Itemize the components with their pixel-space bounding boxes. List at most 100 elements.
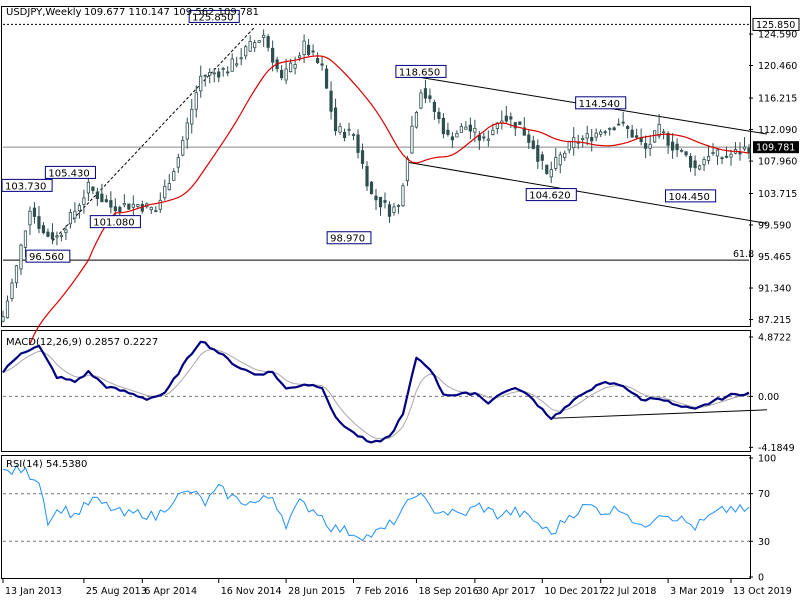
candle-body <box>320 63 324 66</box>
candle-body <box>742 146 747 150</box>
candle-body <box>14 265 19 284</box>
candle-body <box>657 123 661 137</box>
candle-body <box>109 200 113 208</box>
time-axis-tick-label: 22 Jul 2018 <box>603 586 657 597</box>
candle-body <box>280 69 284 79</box>
price-reference-lines: 61.8 <box>3 23 754 261</box>
price-candles <box>1 29 751 323</box>
candle-body <box>414 112 419 128</box>
price-axis-tick-label: 87.215 <box>758 315 791 326</box>
callout-box <box>665 189 717 203</box>
time-axis-tick-label: 25 Aug 2013 <box>86 586 147 597</box>
rsi-axis-tick-label: 100 <box>758 454 776 465</box>
candle-body <box>608 127 612 130</box>
candle-body <box>720 157 724 160</box>
rsi-axis-tick-label: 70 <box>758 489 770 500</box>
candle-body <box>248 40 252 52</box>
callout-label: 96.560 <box>29 252 64 263</box>
candle-body <box>644 143 648 149</box>
price-axis-tick-label: 99.590 <box>758 221 791 232</box>
price-axis: 124.590 120.460 116.215 112.090 107.960 103.7… <box>749 17 800 326</box>
candle-body <box>360 150 365 164</box>
candle-body <box>531 140 535 149</box>
candle-body <box>50 232 55 240</box>
candle-body <box>549 169 553 178</box>
callout-label: 98.970 <box>330 234 365 245</box>
ohlc-header: 109.677 110.147 109.562 109.781 <box>84 7 259 18</box>
candle-body <box>136 203 140 207</box>
macd-signal-line <box>2 349 750 440</box>
macd-axis-tick-label: 0.00 <box>758 392 779 403</box>
candle-body <box>289 62 293 73</box>
candle-body <box>482 136 486 139</box>
candle-body <box>441 117 446 135</box>
candle-body <box>338 126 342 133</box>
rsi-reference-lines <box>3 493 749 542</box>
candle-body <box>172 171 176 181</box>
candle-body <box>217 71 221 78</box>
last-price-badge-label: 109.781 <box>756 143 795 154</box>
candle-body <box>113 206 117 212</box>
time-axis-tick-label: 13 Jan 2013 <box>5 586 62 597</box>
price-axis-tick-label: 103.715 <box>758 189 797 200</box>
candle-body <box>693 160 697 169</box>
candle-body <box>221 68 225 70</box>
price-axis-tick-label: 112.090 <box>758 125 797 136</box>
candle-body <box>747 147 751 154</box>
candle-body <box>491 129 495 135</box>
candle-body <box>369 181 374 195</box>
candle-body <box>522 127 526 136</box>
candle-body <box>711 152 715 154</box>
candle-body <box>473 127 477 133</box>
rsi-line <box>2 464 750 542</box>
candle-body <box>401 185 405 207</box>
candle-body <box>567 140 571 151</box>
candle-body <box>37 216 41 229</box>
candle-body <box>167 183 171 191</box>
time-axis-tick-label: 16 Nov 2014 <box>221 586 282 597</box>
candle-body <box>23 230 28 248</box>
candle-body <box>621 121 625 124</box>
time-axis-tick-label: 6 Apr 2014 <box>144 586 197 597</box>
candle-body <box>612 127 616 131</box>
candle-body <box>590 137 594 142</box>
candle-body <box>212 72 216 75</box>
candle-body <box>450 136 454 141</box>
candle-body <box>423 88 428 99</box>
candle-body <box>185 122 189 140</box>
candle-body <box>127 203 131 210</box>
candle-body <box>459 126 463 133</box>
time-axis-tick-label: 7 Feb 2016 <box>356 586 409 597</box>
candle-body <box>513 122 517 129</box>
candle-body <box>266 36 270 48</box>
candle-body <box>55 235 59 238</box>
candle-body <box>365 166 369 187</box>
candle-body <box>347 128 351 131</box>
moving-average <box>29 55 750 345</box>
candle-body <box>396 205 401 207</box>
callout-label: 118.650 <box>399 67 440 78</box>
candle-body <box>558 154 562 166</box>
candle-body <box>594 132 598 138</box>
time-axis-tick-label: 10 Dec 2017 <box>544 586 605 597</box>
macd-axis-tick-label: -4.1849 <box>758 443 795 454</box>
candle-body <box>383 200 387 203</box>
candle-body <box>545 164 549 174</box>
callout-label: 104.620 <box>529 191 570 202</box>
candle-body <box>554 157 558 169</box>
price-axis-tick-label: 107.960 <box>758 157 797 168</box>
high-level-badge-label: 125.850 <box>756 20 795 31</box>
callout-label: 114.540 <box>579 99 620 110</box>
candle-body <box>662 131 666 134</box>
candle-body <box>244 46 248 57</box>
candle-body <box>32 207 37 217</box>
candle-body <box>68 212 73 225</box>
symbol-header: USDJPY,Weekly <box>6 7 82 18</box>
high-level-badge <box>752 17 800 31</box>
candle-body <box>724 155 729 158</box>
candle-body <box>158 199 162 210</box>
candle-body <box>306 44 311 56</box>
candle-body <box>41 225 46 234</box>
candle-body <box>176 157 180 168</box>
